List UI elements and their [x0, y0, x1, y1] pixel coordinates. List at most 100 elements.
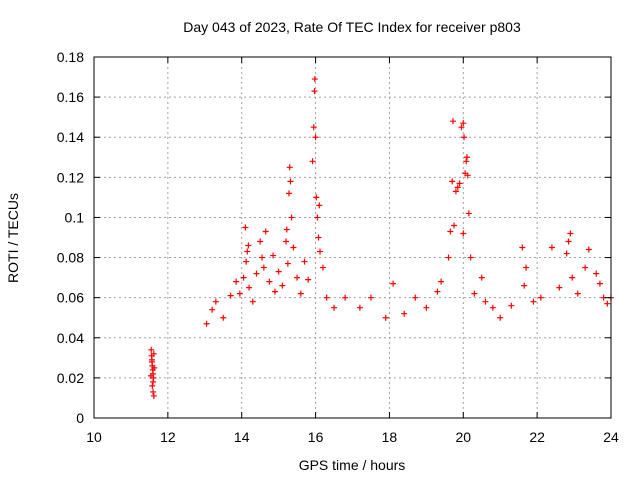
y-tick-label: 0.12 — [57, 169, 84, 185]
data-point — [556, 284, 563, 291]
data-point — [150, 350, 157, 357]
data-point — [310, 124, 317, 131]
data-point — [266, 278, 273, 285]
data-point — [456, 180, 463, 187]
data-point — [220, 314, 227, 321]
x-tick-label: 24 — [603, 429, 619, 445]
x-axis-label: GPS time / hours — [299, 457, 406, 473]
y-tick-label: 0.1 — [65, 209, 85, 225]
data-point — [233, 278, 240, 285]
data-points — [147, 76, 614, 399]
data-point — [253, 270, 260, 277]
data-point — [434, 288, 441, 295]
data-point — [458, 124, 465, 131]
data-point — [243, 258, 250, 265]
data-point — [530, 298, 537, 305]
grid-lines — [94, 57, 611, 418]
data-point — [451, 222, 458, 229]
data-point — [314, 214, 321, 221]
data-point — [245, 242, 252, 249]
data-point — [367, 294, 374, 301]
x-tick-label: 20 — [455, 429, 471, 445]
x-tick-label: 12 — [160, 429, 176, 445]
data-point — [236, 290, 243, 297]
data-point — [467, 254, 474, 261]
y-tick-label: 0.16 — [57, 89, 84, 105]
data-point — [471, 290, 478, 297]
data-point — [454, 184, 461, 191]
data-point — [460, 230, 467, 237]
data-point — [489, 304, 496, 311]
data-point — [313, 194, 320, 201]
data-point — [449, 118, 456, 125]
data-point — [563, 250, 570, 257]
data-point — [244, 248, 251, 255]
y-tick-label: 0 — [76, 410, 84, 426]
data-point — [294, 274, 301, 281]
data-point — [356, 304, 363, 311]
data-point — [212, 298, 219, 305]
data-point — [242, 224, 249, 231]
data-point — [316, 202, 323, 209]
data-point — [271, 288, 278, 295]
data-point — [246, 284, 253, 291]
data-point — [401, 310, 408, 317]
data-point — [508, 302, 515, 309]
data-point — [412, 294, 419, 301]
data-point — [482, 298, 489, 305]
y-tick-label: 0.04 — [57, 330, 84, 346]
data-point — [565, 238, 572, 245]
data-point — [445, 254, 452, 261]
data-point — [283, 238, 290, 245]
data-point — [331, 304, 338, 311]
data-point — [460, 120, 467, 127]
data-point — [461, 134, 468, 141]
data-point — [305, 276, 312, 283]
data-point — [497, 314, 504, 321]
data-point — [463, 158, 470, 165]
data-point — [319, 264, 326, 271]
data-point — [465, 210, 472, 217]
data-point — [148, 346, 155, 353]
data-point — [260, 264, 267, 271]
data-point — [548, 244, 555, 251]
data-point — [275, 268, 282, 275]
data-point — [259, 254, 266, 261]
data-point — [147, 372, 154, 379]
data-point — [240, 274, 247, 281]
y-tick-label: 0.18 — [57, 49, 84, 65]
y-axis-label: ROTI / TECUs — [5, 193, 21, 283]
data-point — [604, 300, 611, 307]
data-point — [257, 238, 264, 245]
data-point — [449, 178, 456, 185]
data-point — [519, 244, 526, 251]
data-point — [148, 356, 155, 363]
data-point — [151, 364, 158, 371]
data-point — [287, 178, 294, 185]
data-point — [227, 292, 234, 299]
data-point — [309, 158, 316, 165]
x-tick-label: 18 — [382, 429, 398, 445]
data-point — [262, 228, 269, 235]
data-point — [286, 164, 293, 171]
data-point — [463, 154, 470, 161]
data-point — [582, 264, 589, 271]
data-point — [249, 298, 256, 305]
x-tick-labels: 10 12 14 16 18 20 22 24 — [86, 429, 619, 445]
data-point — [297, 290, 304, 297]
data-point — [423, 304, 430, 311]
data-point — [596, 280, 603, 287]
data-point — [312, 134, 319, 141]
data-point — [323, 294, 330, 301]
data-point — [478, 274, 485, 281]
data-point — [447, 228, 454, 235]
x-tick-label: 14 — [234, 429, 250, 445]
data-point — [585, 246, 592, 253]
y-tick-labels: 0 0.02 0.04 0.06 0.08 0.1 0.12 0.14 0.16 0.18 — [57, 49, 84, 426]
data-point — [537, 294, 544, 301]
data-point — [569, 274, 576, 281]
data-point — [438, 278, 445, 285]
data-point — [285, 190, 292, 197]
x-tick-label: 10 — [86, 429, 102, 445]
